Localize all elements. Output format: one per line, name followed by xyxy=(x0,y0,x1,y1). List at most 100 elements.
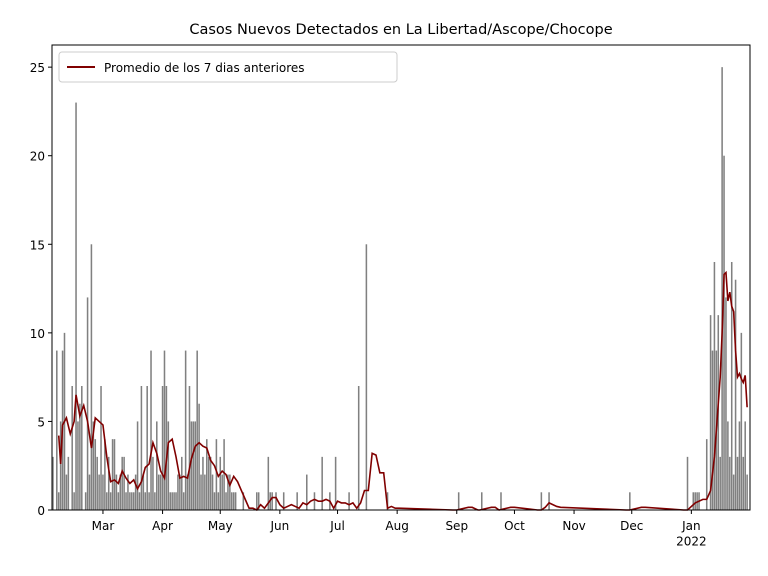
bar xyxy=(188,386,191,510)
bar xyxy=(296,492,298,510)
bar xyxy=(177,474,179,510)
bar xyxy=(140,386,143,510)
bar xyxy=(457,492,460,510)
bar xyxy=(713,262,716,510)
bar xyxy=(696,492,698,510)
bar xyxy=(165,386,168,510)
bar xyxy=(227,474,229,510)
bar xyxy=(182,492,185,510)
bar xyxy=(694,492,696,510)
bar xyxy=(282,492,285,510)
bar xyxy=(134,474,137,510)
plot-frame xyxy=(51,44,751,511)
bar xyxy=(217,492,220,510)
bar xyxy=(194,421,197,510)
bar xyxy=(161,386,164,510)
bar xyxy=(163,350,166,510)
bar xyxy=(104,439,106,510)
x-tick-label: Dec xyxy=(620,519,643,533)
bar xyxy=(119,474,122,510)
bar xyxy=(148,492,150,510)
x-tick-label: Jan 2022 xyxy=(676,519,707,549)
bar xyxy=(131,492,133,510)
bar xyxy=(109,492,112,510)
bar xyxy=(171,492,173,510)
bar xyxy=(144,492,147,510)
bar xyxy=(75,102,77,511)
bar xyxy=(129,492,131,510)
bar xyxy=(275,492,277,510)
bar xyxy=(169,492,172,510)
bar xyxy=(480,492,483,510)
bar xyxy=(209,456,212,510)
y-tick-label: 15 xyxy=(30,238,45,252)
bar xyxy=(719,456,721,510)
bar xyxy=(181,456,183,510)
x-tick-label: Sep xyxy=(445,519,468,533)
bar xyxy=(146,386,148,510)
bar xyxy=(223,439,225,510)
bar xyxy=(190,421,193,510)
bar xyxy=(211,474,214,510)
bar xyxy=(198,403,200,510)
y-tick-label: 20 xyxy=(30,150,45,164)
bar xyxy=(213,492,216,510)
x-tick-label: Jul xyxy=(329,519,344,533)
x-tick-label: Nov xyxy=(562,519,585,533)
y-tick-label: 10 xyxy=(30,327,45,341)
bar xyxy=(746,474,748,510)
bar xyxy=(225,492,227,510)
x-tick-label: Oct xyxy=(504,519,525,533)
bar xyxy=(736,456,739,510)
bar xyxy=(692,492,695,510)
bar xyxy=(86,297,89,510)
bar xyxy=(740,332,743,510)
bar xyxy=(540,492,543,510)
x-tick-label: Jun xyxy=(269,519,289,533)
bar xyxy=(184,350,187,510)
bar xyxy=(186,474,189,510)
bar xyxy=(709,315,712,510)
bar xyxy=(742,456,745,510)
bar xyxy=(156,421,158,510)
legend-box xyxy=(58,51,398,83)
bar xyxy=(142,474,145,510)
bar xyxy=(257,492,260,510)
x-tick-label: Mar xyxy=(92,519,115,533)
bar xyxy=(115,474,118,510)
bar xyxy=(206,439,208,510)
bar xyxy=(117,492,120,510)
bar xyxy=(52,456,54,510)
bar xyxy=(229,474,231,510)
bar xyxy=(705,439,708,510)
bar xyxy=(157,474,160,510)
bar xyxy=(500,492,502,510)
bar xyxy=(121,456,123,510)
bar xyxy=(100,386,102,510)
bar xyxy=(267,456,270,510)
bar xyxy=(173,492,175,510)
bar xyxy=(732,474,735,510)
line xyxy=(57,270,748,512)
bar xyxy=(348,492,350,510)
bar xyxy=(123,456,125,510)
bar xyxy=(111,439,114,510)
bar xyxy=(686,456,689,510)
bar xyxy=(56,350,58,510)
bar xyxy=(242,492,245,510)
bar xyxy=(84,492,87,510)
y-tick-label: 5 xyxy=(37,415,45,429)
bar xyxy=(59,421,62,510)
bar xyxy=(106,492,108,510)
bar xyxy=(321,456,323,510)
bar xyxy=(306,474,308,510)
bar xyxy=(365,244,368,511)
bar xyxy=(88,474,91,510)
bar xyxy=(98,474,100,510)
x-tick-label: Aug xyxy=(385,519,408,533)
bar xyxy=(334,456,337,510)
x-tick-label: Apr xyxy=(152,519,173,533)
bar xyxy=(127,474,129,510)
y-tick-label: 0 xyxy=(37,504,45,518)
bar xyxy=(721,67,723,511)
